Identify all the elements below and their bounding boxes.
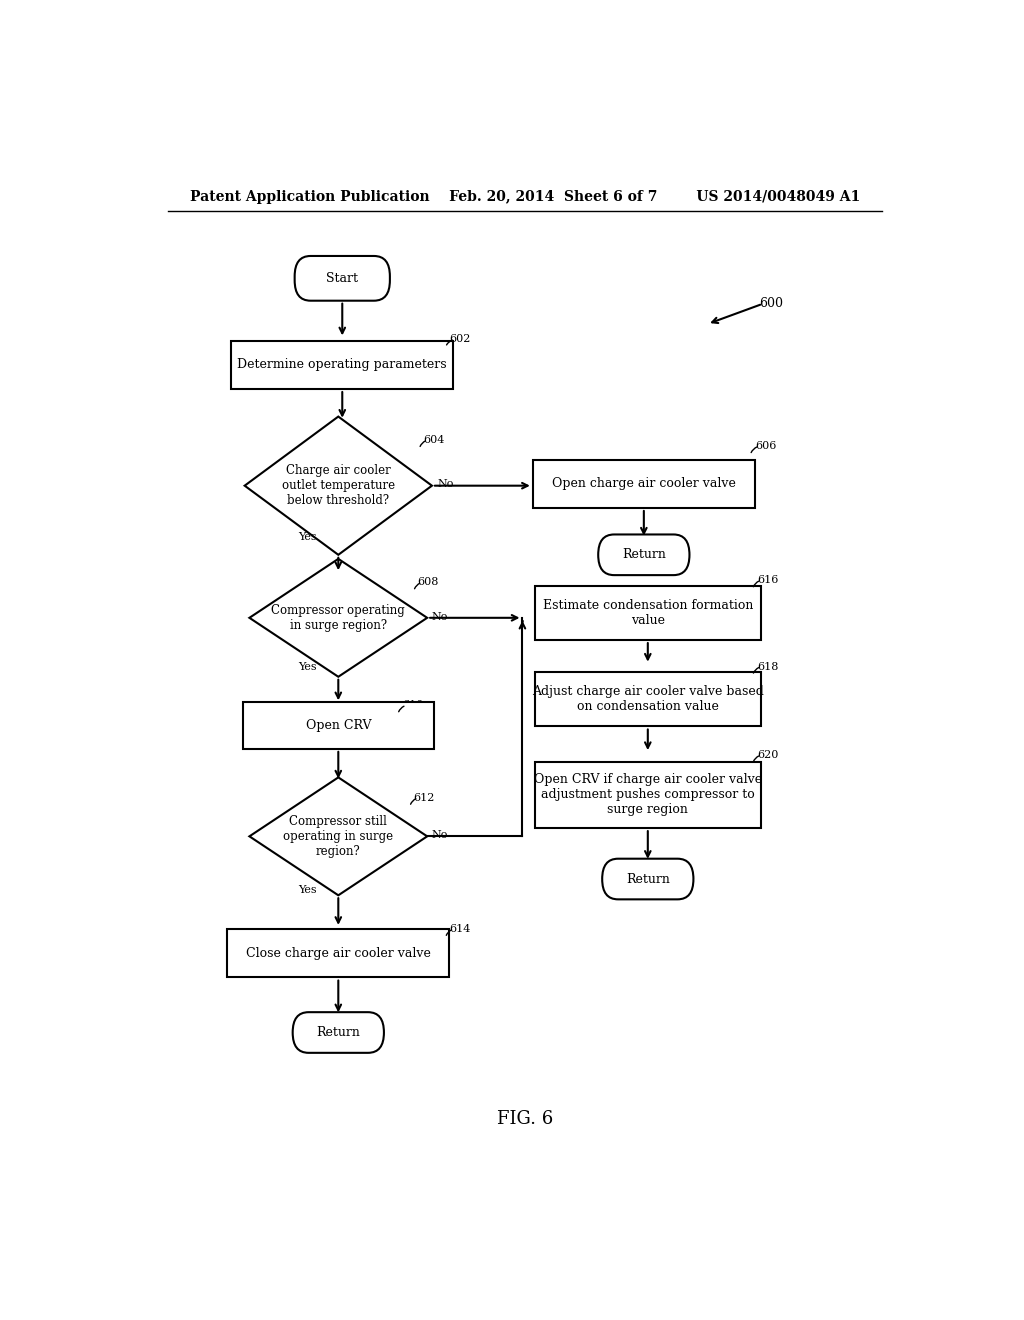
Polygon shape	[250, 558, 427, 677]
FancyBboxPatch shape	[532, 459, 755, 507]
FancyBboxPatch shape	[295, 256, 390, 301]
FancyBboxPatch shape	[535, 586, 761, 640]
Text: 602: 602	[450, 334, 471, 345]
Text: 618: 618	[758, 661, 778, 672]
Text: Compressor operating
in surge region?: Compressor operating in surge region?	[271, 603, 406, 632]
Text: Estimate condensation formation
value: Estimate condensation formation value	[543, 599, 753, 627]
Text: 600: 600	[759, 297, 783, 310]
Text: 604: 604	[423, 436, 444, 445]
Polygon shape	[250, 777, 427, 895]
FancyBboxPatch shape	[243, 702, 433, 748]
FancyBboxPatch shape	[231, 341, 454, 388]
Text: 620: 620	[758, 750, 778, 760]
FancyBboxPatch shape	[598, 535, 689, 576]
Text: 608: 608	[418, 577, 439, 587]
FancyBboxPatch shape	[535, 672, 761, 726]
Text: Yes: Yes	[298, 532, 316, 541]
Text: Charge air cooler
outlet temperature
below threshold?: Charge air cooler outlet temperature bel…	[282, 465, 395, 507]
Text: Open CRV: Open CRV	[305, 719, 371, 733]
Text: Patent Application Publication    Feb. 20, 2014  Sheet 6 of 7        US 2014/004: Patent Application Publication Feb. 20, …	[189, 190, 860, 205]
Text: Open CRV if charge air cooler valve
adjustment pushes compressor to
surge region: Open CRV if charge air cooler valve adju…	[534, 774, 762, 816]
Text: Close charge air cooler valve: Close charge air cooler valve	[246, 946, 431, 960]
Text: Return: Return	[622, 548, 666, 561]
Text: Adjust charge air cooler valve based
on condensation value: Adjust charge air cooler valve based on …	[531, 685, 764, 713]
Text: Return: Return	[316, 1026, 360, 1039]
Text: FIG. 6: FIG. 6	[497, 1110, 553, 1127]
Text: 614: 614	[450, 924, 471, 935]
Text: Return: Return	[626, 873, 670, 886]
Text: 616: 616	[758, 576, 778, 585]
Text: No: No	[437, 479, 454, 488]
Text: 606: 606	[755, 441, 776, 451]
Text: 610: 610	[401, 701, 423, 710]
FancyBboxPatch shape	[293, 1012, 384, 1053]
Text: Open charge air cooler valve: Open charge air cooler valve	[552, 477, 736, 490]
Text: Determine operating parameters: Determine operating parameters	[238, 358, 447, 371]
FancyBboxPatch shape	[535, 762, 761, 828]
Text: Start: Start	[327, 272, 358, 285]
Text: No: No	[431, 830, 447, 841]
Text: Yes: Yes	[298, 661, 316, 672]
Polygon shape	[245, 417, 432, 554]
Text: Compressor still
operating in surge
region?: Compressor still operating in surge regi…	[284, 814, 393, 858]
Text: 612: 612	[414, 793, 435, 803]
Text: No: No	[431, 611, 447, 622]
FancyBboxPatch shape	[227, 929, 450, 977]
FancyBboxPatch shape	[602, 859, 693, 899]
Text: Yes: Yes	[298, 886, 316, 895]
